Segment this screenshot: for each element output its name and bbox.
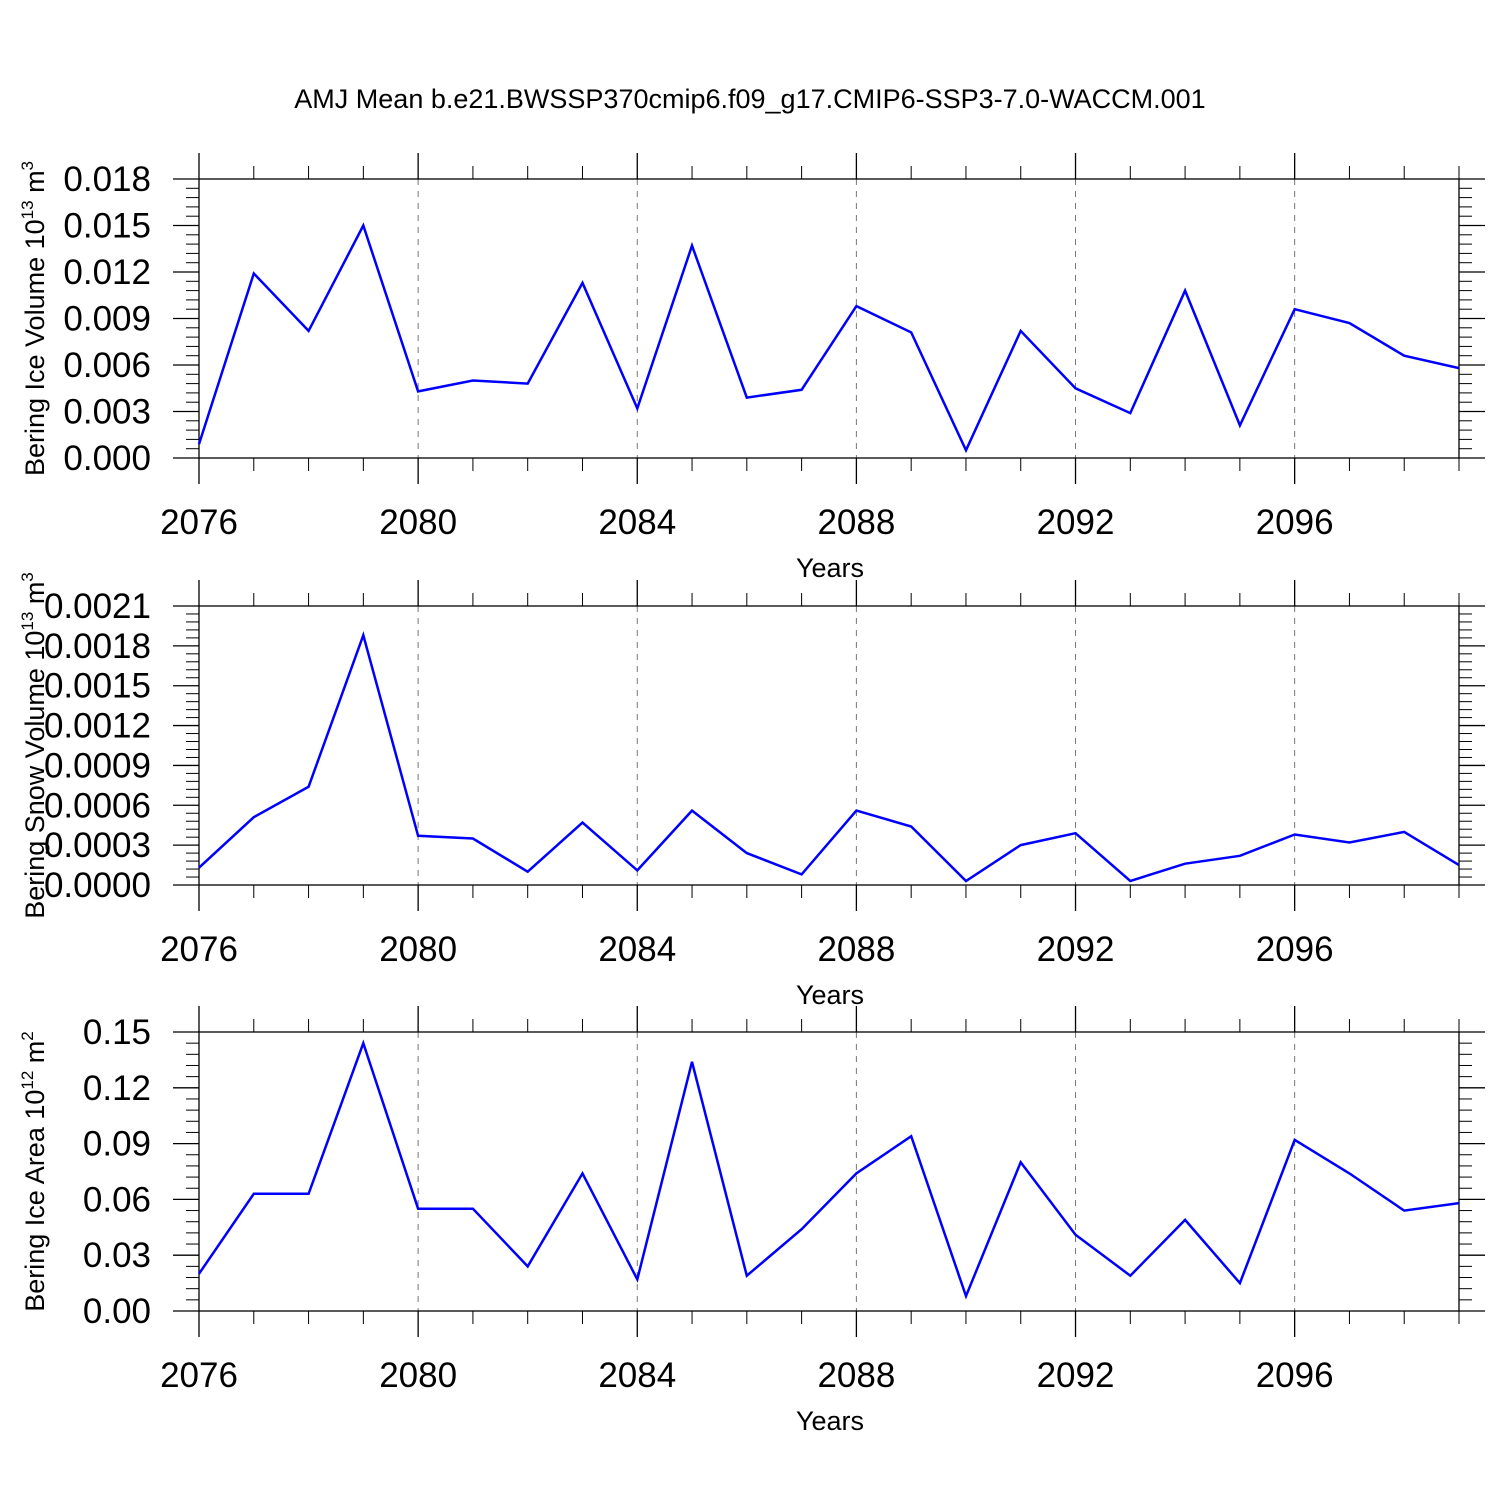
figure-title: AMJ Mean b.e21.BWSSP370cmip6.f09_g17.CMI… xyxy=(294,84,1206,114)
x-tick-label: 2096 xyxy=(1256,930,1334,969)
x-tick-label: 2080 xyxy=(379,503,457,542)
x-tick-label: 2088 xyxy=(817,1356,895,1395)
y-tick-label: 0.0018 xyxy=(44,627,151,666)
y-tick-label: 0.09 xyxy=(83,1125,151,1164)
y-axis-title-text: Bering Ice Volume 10 xyxy=(20,219,50,476)
y-tick-label: 0.0015 xyxy=(44,667,151,706)
y-axis-title: Bering Ice Area 1012 m2 xyxy=(18,1031,50,1312)
y-tick-label: 0.15 xyxy=(83,1013,151,1052)
y-axis-title-unit-exponent: 3 xyxy=(18,572,37,581)
y-tick-label: 0.00 xyxy=(83,1292,151,1331)
y-axis-title: Bering Snow Volume 1013 m3 xyxy=(18,572,50,919)
y-tick-label: 0.0006 xyxy=(44,786,151,825)
panel-snow-volume: 2076 2080 2084 2088 2092 20960.00000.00030.00… xyxy=(18,572,1485,1010)
y-tick-label: 0.0012 xyxy=(44,707,151,746)
x-axis-title: Years xyxy=(796,980,864,1010)
y-axis-title-unit: m xyxy=(20,170,50,200)
plot-frame xyxy=(198,605,1460,886)
x-axis-title: Years xyxy=(796,1406,864,1436)
y-axis-title-exponent: 12 xyxy=(18,1071,37,1090)
y-tick-label: 0.0009 xyxy=(44,746,151,785)
y-axis-title-unit-exponent: 3 xyxy=(18,161,37,170)
y-tick-label: 0.03 xyxy=(83,1236,151,1275)
x-tick-label: 2084 xyxy=(598,503,676,542)
y-tick-label: 0.0000 xyxy=(44,866,151,905)
y-tick-label: 0.0021 xyxy=(44,587,151,626)
series-line xyxy=(197,1039,1460,1300)
series-line xyxy=(198,631,1460,883)
x-tick-label: 2092 xyxy=(1037,930,1115,969)
plot-frame xyxy=(198,1031,1460,1312)
y-tick-label: 0.018 xyxy=(63,160,151,199)
x-tick-label: 2092 xyxy=(1037,1356,1115,1395)
y-tick-label: 0.015 xyxy=(63,207,151,246)
y-tick-label: 0.000 xyxy=(63,439,151,478)
y-tick-label: 0.0003 xyxy=(44,826,151,865)
y-axis-title-unit: m xyxy=(20,1041,50,1071)
x-tick-label: 2096 xyxy=(1256,503,1334,542)
y-axis-title-exponent: 13 xyxy=(18,612,37,631)
x-tick-label: 2080 xyxy=(379,1356,457,1395)
y-tick-label: 0.009 xyxy=(63,300,151,339)
x-tick-label: 2096 xyxy=(1256,1356,1334,1395)
y-tick-label: 0.06 xyxy=(83,1180,151,1219)
y-tick-label: 0.003 xyxy=(63,393,151,432)
x-tick-label: 2084 xyxy=(598,1356,676,1395)
y-tick-label: 0.006 xyxy=(63,346,151,385)
x-tick-label: 2088 xyxy=(817,930,895,969)
y-axis-title-unit-exponent: 2 xyxy=(18,1031,37,1040)
y-axis-title: Bering Ice Volume 1013 m3 xyxy=(18,161,50,476)
y-axis-title-exponent: 13 xyxy=(18,200,37,219)
panel-ice-area: 2076 2080 2084 2088 2092 2096 0.00 0.03 0.06 0.09… xyxy=(18,1006,1485,1436)
y-tick-label: 0.12 xyxy=(83,1069,151,1108)
x-axis-title: Years xyxy=(796,553,864,583)
series-line xyxy=(197,222,1460,454)
x-tick-label: 2084 xyxy=(598,930,676,969)
x-tick-label: 2080 xyxy=(379,930,457,969)
x-tick-label: 2088 xyxy=(817,503,895,542)
y-axis-title-unit: m xyxy=(20,582,50,612)
x-tick-label: 2076 xyxy=(160,503,238,542)
y-axis-title-text: Bering Snow Volume 10 xyxy=(20,631,50,919)
x-tick-label: 2092 xyxy=(1037,503,1115,542)
x-tick-label: 2076 xyxy=(160,1356,238,1395)
y-tick-label: 0.012 xyxy=(63,253,151,292)
panel-ice-volume: 2076 2080 2084 2088 2092 2096 0.000 0.003 0.006 0… xyxy=(18,153,1485,583)
x-tick-label: 2076 xyxy=(160,930,238,969)
y-axis-title-text: Bering Ice Area 10 xyxy=(20,1090,50,1312)
plot-frame xyxy=(198,178,1460,459)
